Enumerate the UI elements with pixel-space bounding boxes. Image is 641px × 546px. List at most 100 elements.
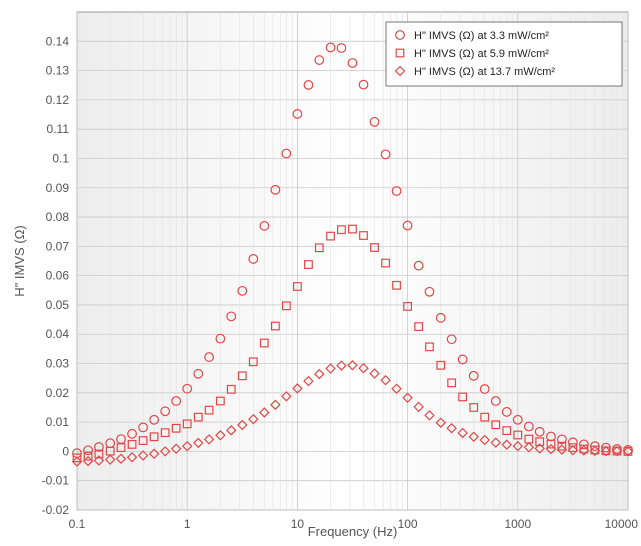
- x-axis-title: Frequency (Hz): [308, 524, 398, 539]
- y-tick-label: 0.03: [46, 357, 70, 371]
- legend-label: H" IMVS (Ω) at 5.9 mW/cm²: [414, 48, 549, 60]
- data-point: [127, 428, 137, 439]
- x-tick-label: 100: [398, 517, 418, 531]
- data-point: [115, 453, 127, 464]
- y-tick-label: 0.05: [46, 298, 70, 312]
- data-point: [457, 354, 468, 365]
- data-point: [215, 333, 226, 344]
- data-point: [490, 437, 502, 448]
- x-tick-label: 1: [184, 517, 191, 531]
- data-point: [337, 225, 346, 235]
- data-point: [413, 401, 424, 413]
- data-point: [226, 311, 237, 322]
- y-tick-label: 0.08: [46, 210, 70, 224]
- legend-marker-square: [395, 48, 405, 58]
- data-point: [480, 412, 490, 422]
- data-point: [270, 321, 280, 331]
- data-point: [336, 360, 347, 371]
- data-point: [72, 453, 82, 463]
- data-point: [512, 440, 524, 452]
- data-point: [94, 449, 104, 459]
- data-point: [182, 419, 192, 429]
- data-point: [358, 362, 369, 374]
- data-point: [170, 443, 182, 455]
- data-point: [171, 423, 181, 433]
- data-point: [468, 431, 479, 443]
- data-point: [303, 80, 314, 90]
- data-point: [215, 430, 226, 441]
- data-point: [501, 439, 513, 450]
- data-point: [248, 357, 258, 367]
- series-diamond: [71, 360, 634, 467]
- y-axis-title: H" IMVS (Ω): [12, 225, 27, 296]
- legend-item: H" IMVS (Ω) at 3.3 mW/cm²: [395, 30, 549, 42]
- plot-area: [76, 11, 629, 511]
- data-point: [402, 220, 413, 231]
- data-point: [457, 427, 468, 439]
- data-point: [435, 312, 446, 323]
- data-point: [523, 442, 535, 453]
- data-point: [458, 392, 468, 402]
- data-point: [490, 396, 501, 406]
- data-point: [181, 440, 193, 452]
- legend-marker-diamond: [394, 65, 406, 77]
- x-tick-label: 10000: [605, 517, 639, 531]
- data-point: [281, 301, 291, 311]
- data-point: [215, 396, 225, 406]
- data-series: [71, 42, 634, 467]
- y-tick-label: 0.1: [52, 151, 69, 165]
- data-point: [501, 406, 512, 417]
- data-point: [149, 432, 159, 442]
- data-point: [259, 338, 269, 348]
- data-point: [270, 399, 281, 411]
- data-point: [259, 407, 270, 418]
- data-point: [293, 282, 302, 291]
- data-point: [347, 58, 358, 68]
- data-point: [568, 443, 578, 453]
- data-point: [545, 443, 557, 455]
- data-point: [225, 425, 237, 436]
- data-point: [314, 55, 325, 65]
- data-point: [622, 446, 634, 457]
- data-point: [523, 421, 534, 432]
- data-point: [325, 363, 336, 374]
- y-tick-label: 0.02: [46, 386, 70, 400]
- data-point: [314, 368, 325, 380]
- data-point: [116, 443, 126, 453]
- data-point: [325, 42, 336, 53]
- data-point: [469, 403, 479, 412]
- data-point: [370, 243, 379, 252]
- data-point: [468, 370, 479, 381]
- data-point: [193, 412, 203, 422]
- y-tick-label: 0.04: [46, 327, 70, 341]
- data-point: [159, 446, 171, 457]
- data-point: [391, 383, 402, 394]
- data-point: [138, 422, 149, 433]
- data-point: [424, 410, 435, 421]
- data-point: [226, 384, 236, 394]
- legend-label: H" IMVS (Ω) at 3.3 mW/cm²: [414, 30, 549, 42]
- x-tick-label: 10: [291, 517, 305, 531]
- data-point: [336, 43, 347, 53]
- data-point: [104, 454, 116, 465]
- data-point: [600, 445, 612, 457]
- data-point: [182, 383, 193, 394]
- data-point: [83, 451, 93, 461]
- series-circle: [72, 42, 633, 459]
- data-point: [193, 437, 204, 449]
- data-point: [314, 243, 324, 253]
- data-point: [292, 109, 303, 119]
- data-point: [556, 444, 568, 455]
- data-point: [425, 342, 434, 352]
- data-point: [579, 439, 589, 450]
- data-point: [281, 391, 292, 402]
- data-point: [148, 448, 160, 460]
- data-point: [359, 231, 368, 240]
- data-point: [435, 417, 447, 428]
- data-point: [93, 455, 105, 466]
- data-point: [369, 368, 380, 379]
- data-point: [83, 445, 93, 456]
- data-point: [237, 419, 248, 431]
- data-point: [248, 413, 259, 425]
